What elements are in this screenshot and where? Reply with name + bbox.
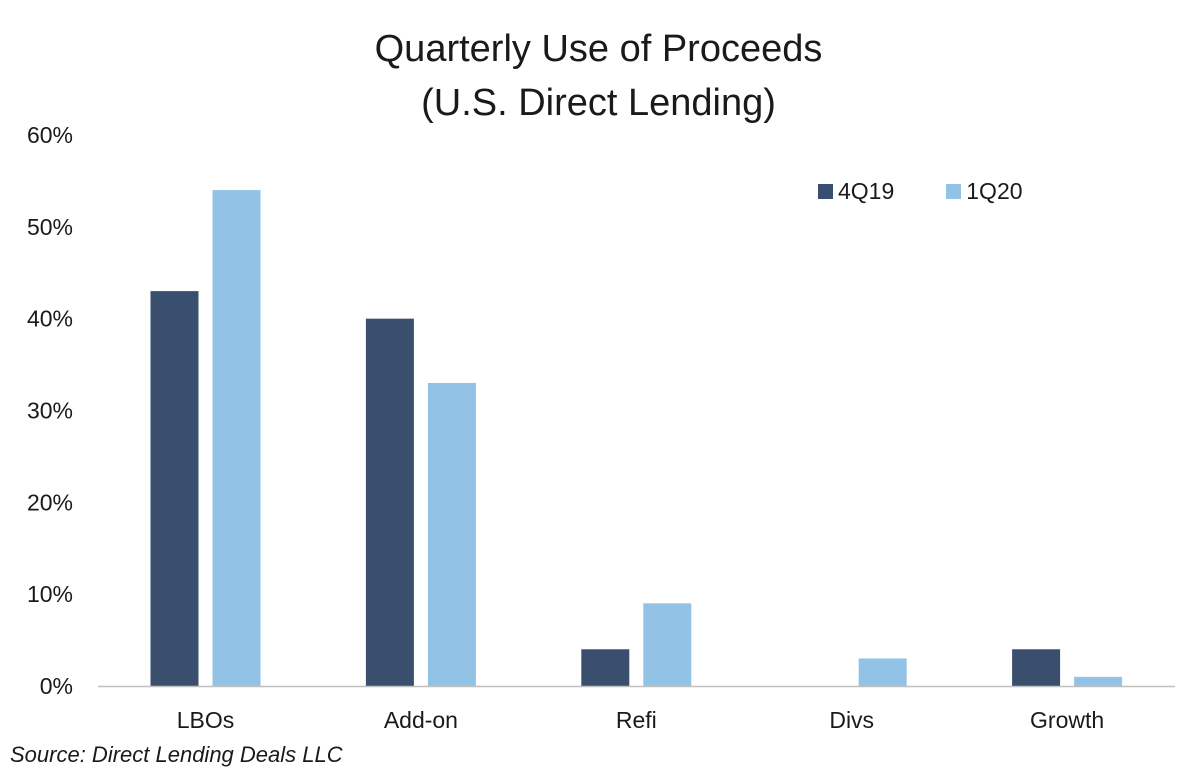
- bar-4q19-growth: [1012, 649, 1061, 686]
- legend-swatch-4q19: [818, 184, 833, 199]
- y-tick-label: 20%: [27, 489, 73, 515]
- x-category-label: LBOs: [177, 707, 235, 733]
- legend-item-4q19: 4Q19: [818, 178, 894, 205]
- bar-1q20-refi: [643, 603, 692, 686]
- chart-title-line-1: Quarterly Use of Proceeds: [374, 28, 823, 70]
- x-category-label: Add-on: [384, 707, 458, 733]
- x-category-label: Divs: [829, 707, 874, 733]
- bar-4q19-add-on: [365, 318, 414, 686]
- source-note: Source: Direct Lending Deals LLC: [10, 742, 343, 767]
- y-tick-label: 10%: [27, 581, 73, 607]
- bar-4q19-lbos: [150, 291, 199, 686]
- chart-title: Quarterly Use of Proceeds (U.S. Direct L…: [0, 22, 1197, 130]
- x-axis-category-labels: LBOs Add-on Refi Divs Growth: [177, 707, 1104, 733]
- bar-1q20-divs: [858, 658, 907, 686]
- y-tick-label: 30%: [27, 398, 73, 424]
- y-tick-label: 60%: [27, 122, 73, 148]
- x-category-label: Refi: [616, 707, 657, 733]
- legend-label-1q20: 1Q20: [966, 178, 1023, 204]
- legend-item-1q20: 1Q20: [946, 178, 1023, 205]
- legend-label-4q19: 4Q19: [838, 178, 895, 204]
- y-tick-label: 40%: [27, 306, 73, 332]
- y-axis-tick-labels: 0% 10% 20% 30% 40% 50% 60%: [27, 122, 73, 699]
- x-category-label: Growth: [1030, 707, 1104, 733]
- y-tick-label: 0%: [40, 673, 73, 699]
- bar-1q20-lbos: [212, 190, 261, 686]
- legend-swatch-1q20: [946, 184, 962, 199]
- bar-1q20-add-on: [427, 382, 476, 686]
- y-tick-label: 50%: [27, 214, 73, 240]
- bar-1q20-growth: [1074, 676, 1123, 686]
- legend: 4Q19 1Q20: [818, 178, 1075, 205]
- chart-title-line-2: (U.S. Direct Lending): [421, 82, 776, 124]
- bars: [150, 190, 1123, 686]
- bar-4q19-refi: [581, 649, 630, 686]
